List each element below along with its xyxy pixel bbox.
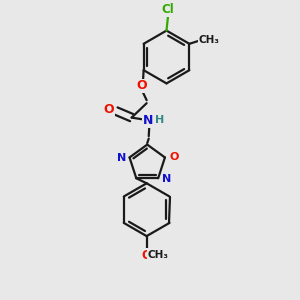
Text: H: H	[154, 115, 164, 125]
Text: O: O	[103, 103, 114, 116]
Text: N: N	[142, 114, 153, 127]
Text: O: O	[169, 152, 178, 162]
Text: Cl: Cl	[162, 3, 174, 16]
Text: N: N	[162, 174, 171, 184]
Text: N: N	[116, 153, 126, 163]
Text: O: O	[137, 79, 147, 92]
Text: CH₃: CH₃	[148, 250, 169, 260]
Text: O: O	[142, 249, 152, 262]
Text: CH₃: CH₃	[199, 35, 220, 45]
